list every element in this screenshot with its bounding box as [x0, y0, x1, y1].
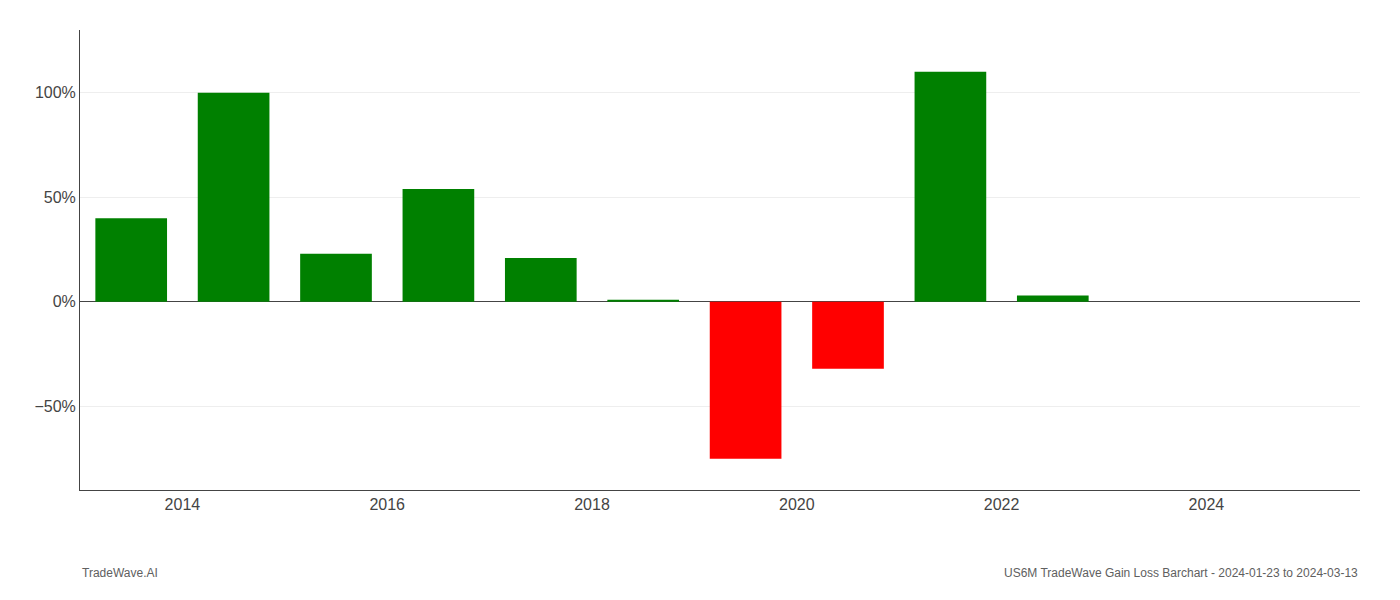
- svg-text:2018: 2018: [574, 496, 610, 513]
- svg-text:50%: 50%: [44, 189, 76, 206]
- svg-text:2024: 2024: [1189, 496, 1225, 513]
- svg-text:−50%: −50%: [34, 398, 75, 415]
- svg-text:TradeWave.AI: TradeWave.AI: [82, 566, 158, 580]
- svg-text:0%: 0%: [53, 293, 76, 310]
- svg-text:2014: 2014: [165, 496, 201, 513]
- svg-text:2022: 2022: [984, 496, 1020, 513]
- svg-text:2016: 2016: [369, 496, 405, 513]
- svg-text:100%: 100%: [35, 84, 76, 101]
- svg-text:2020: 2020: [779, 496, 815, 513]
- svg-text:US6M TradeWave Gain Loss Barch: US6M TradeWave Gain Loss Barchart - 2024…: [1004, 566, 1358, 580]
